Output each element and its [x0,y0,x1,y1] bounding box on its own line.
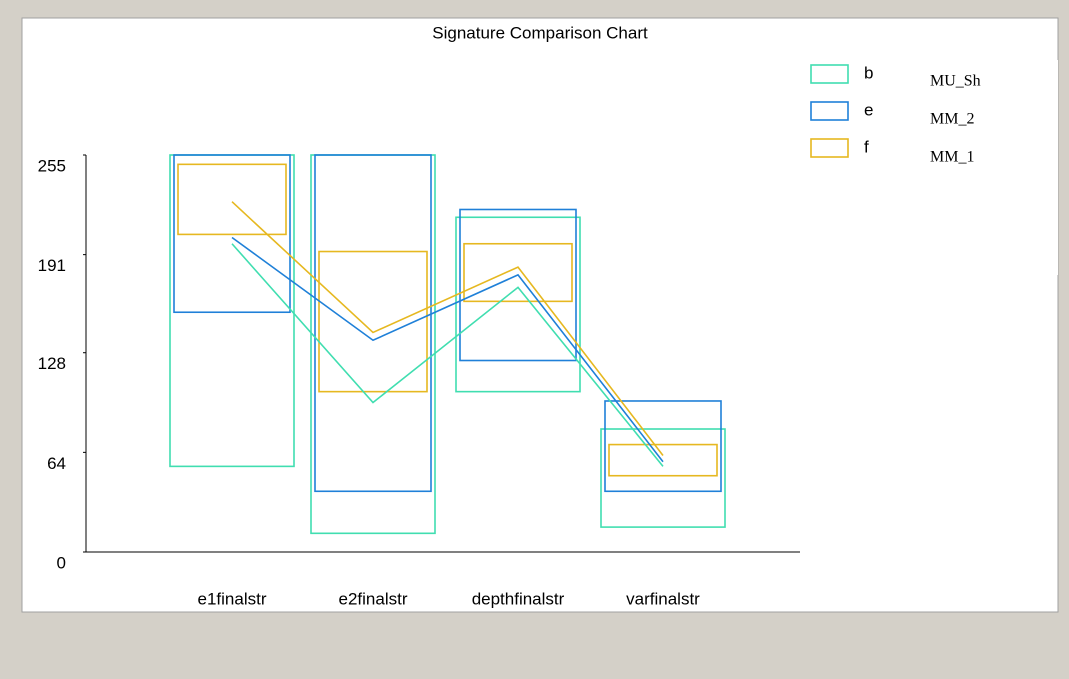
range-box [608,443,718,477]
range-box [604,400,722,493]
x-tick-label: e2finalstr [339,589,408,608]
range-box [455,216,581,393]
legend-label: e [864,100,873,119]
legend-label: f [864,137,869,156]
legend-description-panel [915,60,1058,275]
y-tick-label: 64 [47,454,66,473]
x-tick-label: varfinalstr [626,589,700,608]
legend-swatch [810,64,849,84]
range-box [600,428,726,528]
mean-line [231,243,664,467]
range-box [177,163,287,236]
range-box [459,208,577,362]
x-tick-label: e1finalstr [198,589,267,608]
legend-swatch [810,101,849,121]
y-tick-label: 255 [38,156,66,175]
range-box [173,154,291,314]
range-box [318,250,428,393]
range-box [463,242,573,303]
y-tick-label: 128 [38,354,66,373]
mean-line [231,201,664,456]
chart-title: Signature Comparison Chart [432,23,648,42]
legend-description: MM_1 [930,149,974,166]
y-tick-label: 191 [38,256,66,275]
x-tick-label: depthfinalstr [472,589,565,608]
legend-label: b [864,63,873,82]
y-tick-label: 0 [57,553,66,572]
range-box [314,154,432,493]
legend-description: MM_2 [930,111,974,128]
mean-line [231,236,664,463]
legend-swatch [810,138,849,158]
legend-description: MU_Sh [930,73,981,90]
